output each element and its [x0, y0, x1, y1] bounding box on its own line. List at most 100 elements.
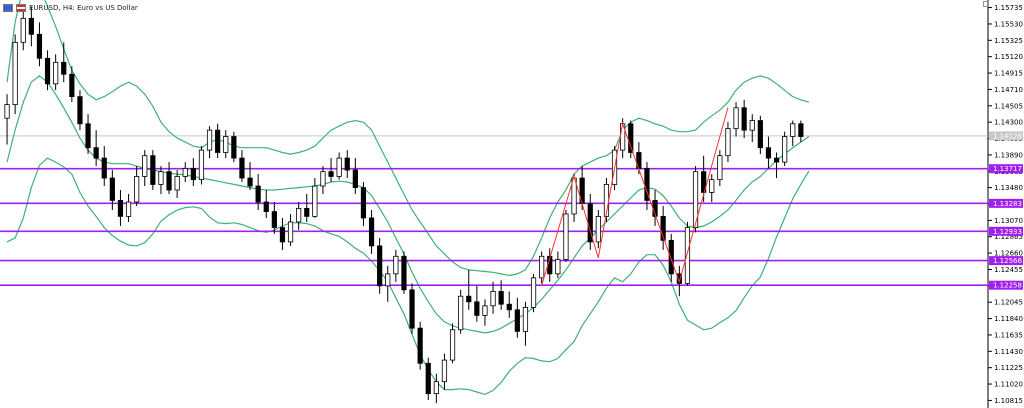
- bear-candle: [101, 157, 107, 179]
- bear-candle: [417, 327, 423, 364]
- level-label: 1.12933: [993, 228, 1022, 236]
- zigzag-line: [541, 107, 729, 286]
- bull-candle: [312, 185, 318, 217]
- bull-candle: [158, 171, 164, 185]
- bull-candle: [206, 129, 213, 151]
- level-label: 1.13283: [993, 200, 1022, 208]
- bull-candle: [393, 255, 399, 275]
- bear-candle: [352, 169, 358, 189]
- bollinger-middle-band: [6, 75, 810, 334]
- bollinger-lower-band: [6, 157, 810, 396]
- level-tag: [989, 256, 1023, 266]
- bear-candle: [377, 245, 383, 287]
- bull-candle: [223, 136, 229, 153]
- bull-candle: [458, 295, 464, 331]
- eu-flag-icon: [3, 4, 13, 12]
- bear-candle: [255, 185, 261, 203]
- price-tick-label: 1.15120: [994, 53, 1023, 61]
- bull-candle: [490, 291, 496, 307]
- bear-candle: [514, 309, 520, 332]
- bear-candle: [36, 33, 43, 59]
- bull-candle: [482, 305, 488, 316]
- current-price-label: 1.14128: [993, 132, 1022, 140]
- price-tick-label: 1.12660: [994, 250, 1023, 258]
- price-tick-label: 1.14505: [994, 102, 1023, 110]
- price-tick-label: 1.10815: [994, 397, 1023, 405]
- bear-candle: [190, 168, 196, 181]
- bear-candle: [117, 200, 124, 217]
- bull-candle: [782, 136, 788, 163]
- bear-candle: [773, 157, 780, 163]
- bull-candle: [4, 104, 10, 119]
- bear-candle: [360, 187, 367, 219]
- bear-candle: [401, 255, 407, 291]
- price-tick-label: 1.11635: [994, 331, 1023, 339]
- bear-candle: [215, 129, 221, 153]
- bear-candle: [798, 123, 804, 137]
- bull-candle: [142, 155, 148, 177]
- bear-candle: [247, 177, 253, 187]
- bear-candle: [263, 201, 269, 212]
- price-tick-label: 1.14710: [994, 86, 1023, 94]
- bear-candle: [409, 289, 415, 329]
- level-tag: [989, 280, 1023, 290]
- bear-candle: [239, 157, 245, 179]
- bear-candle: [304, 207, 310, 217]
- level-tag: [989, 164, 1023, 174]
- bull-candle: [441, 359, 448, 383]
- price-tick-label: 1.14915: [994, 70, 1023, 78]
- bear-candle: [506, 303, 512, 311]
- bear-candle: [701, 171, 707, 193]
- bear-candle: [69, 73, 75, 98]
- bear-candle: [328, 171, 334, 177]
- bear-candle: [676, 273, 682, 284]
- price-tick-label: 1.15530: [994, 20, 1023, 28]
- bear-candle: [166, 171, 172, 191]
- price-tick-label: 1.11020: [994, 381, 1023, 389]
- bear-candle: [368, 217, 375, 247]
- bear-candle: [271, 211, 277, 228]
- price-tick-label: 1.13890: [994, 151, 1023, 159]
- bear-candle: [474, 301, 480, 316]
- price-tick-label: 1.12455: [994, 266, 1023, 274]
- level-tag: [989, 198, 1023, 208]
- bear-candle: [628, 123, 634, 153]
- bull-candle: [749, 120, 755, 131]
- bull-candle: [790, 123, 796, 137]
- price-tick-label: 1.11430: [994, 348, 1023, 356]
- bull-candle: [53, 61, 59, 85]
- current-price-tag: [989, 131, 1023, 141]
- bollinger-upper-band: [6, 0, 810, 277]
- one-click-trading-icon[interactable]: [983, 1, 989, 7]
- bull-candle: [725, 128, 731, 157]
- bear-candle: [28, 17, 34, 35]
- bull-candle: [12, 41, 18, 105]
- level-label: 1.13717: [993, 165, 1022, 173]
- bull-candle: [287, 221, 294, 243]
- bear-candle: [61, 61, 67, 75]
- bull-candle: [320, 171, 326, 187]
- level-tag: [989, 226, 1023, 236]
- bear-candle: [44, 57, 51, 85]
- price-tick-label: 1.15735: [994, 4, 1023, 12]
- bear-candle: [93, 147, 99, 159]
- bull-candle: [692, 171, 699, 228]
- bear-candle: [757, 120, 763, 149]
- bull-candle: [449, 329, 456, 361]
- bull-candle: [563, 213, 569, 260]
- price-tick-label: 1.12865: [994, 233, 1023, 241]
- bull-candle: [296, 207, 302, 223]
- price-tick-label: 1.14300: [994, 119, 1023, 127]
- us-flag-icon: [16, 4, 26, 12]
- chart-title-bar: EURUSD, H4: Euro vs US Dollar: [3, 2, 138, 14]
- level-label: 1.12258: [993, 282, 1022, 290]
- price-tick-label: 1.12045: [994, 299, 1023, 307]
- bear-candle: [425, 362, 431, 395]
- bull-candle: [182, 168, 188, 177]
- bull-candle: [555, 259, 561, 275]
- bull-candle: [539, 255, 545, 279]
- bear-candle: [668, 239, 674, 275]
- bear-candle: [150, 155, 156, 185]
